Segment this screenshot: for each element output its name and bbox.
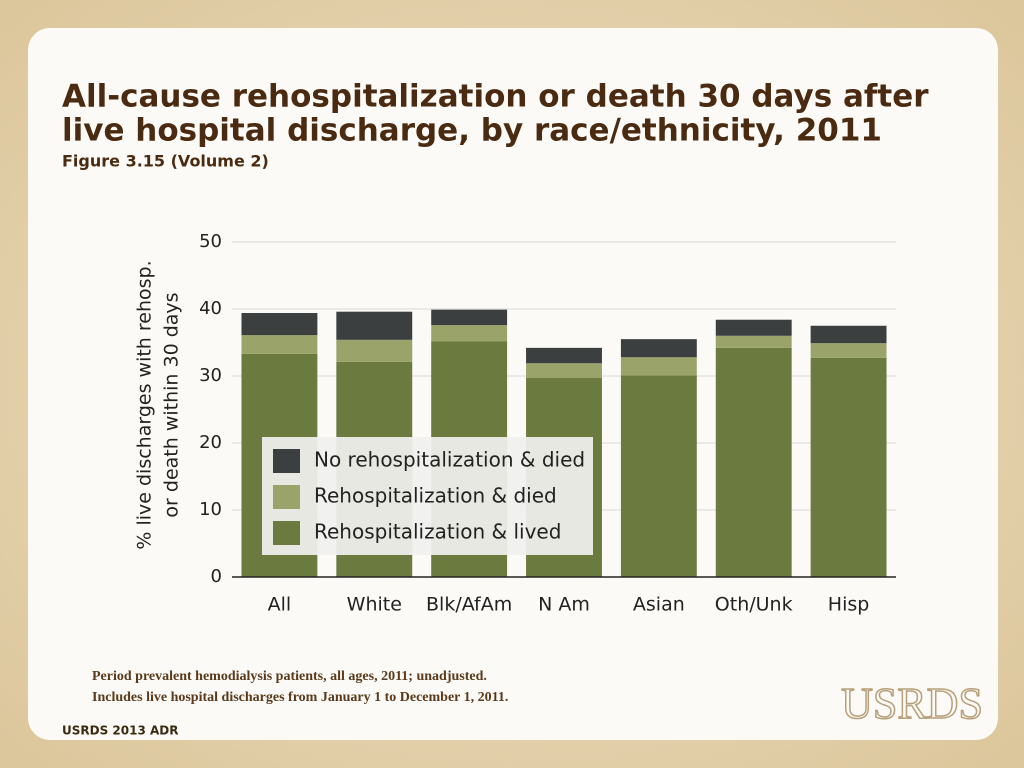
bar-segment — [431, 325, 508, 342]
x-tick-label: N Am — [538, 594, 590, 616]
bar-segment — [620, 375, 697, 577]
bar-segment — [431, 309, 508, 326]
y-tick-label: 50 — [199, 231, 222, 252]
y-axis-label: % live discharges with rehosp. — [134, 260, 156, 549]
y-tick-label: 40 — [199, 298, 222, 319]
subtitle: Figure 3.15 (Volume 2) — [62, 152, 269, 171]
legend-label: Rehospitalization & lived — [314, 520, 561, 544]
y-tick-label: 20 — [199, 432, 222, 453]
y-tick-label: 10 — [199, 499, 222, 520]
bar-segment — [810, 357, 887, 577]
bar-segment — [241, 335, 318, 354]
bar-segment — [336, 311, 413, 340]
bar-segment — [526, 363, 602, 379]
x-tick-label: All — [268, 594, 292, 616]
x-tick-label: White — [347, 594, 402, 616]
y-tick-label: 0 — [211, 566, 222, 587]
bar-segment — [715, 347, 792, 577]
title-line: live hospital discharge, by race/ethnici… — [62, 113, 882, 149]
x-tick-label: Oth/Unk — [715, 594, 793, 616]
legend-label: Rehospitalization & died — [314, 484, 557, 508]
note: Includes live hospital discharges from J… — [92, 690, 508, 705]
note: Period prevalent hemodialysis patients, … — [92, 669, 487, 684]
bar-segment — [715, 335, 792, 348]
x-tick-label: Blk/AfAm — [426, 594, 512, 616]
footer: USRDS 2013 ADR — [62, 724, 178, 738]
logo: USRDS — [841, 679, 983, 728]
bar-segment — [241, 313, 318, 336]
y-tick-label: 30 — [199, 365, 222, 386]
title-line: All-cause rehospitalization or death 30 … — [62, 79, 929, 115]
bar-segment — [620, 357, 697, 376]
x-tick-label: Hisp — [828, 594, 870, 616]
bar-segment — [620, 339, 697, 358]
legend-box — [262, 437, 593, 555]
legend-label: No rehospitalization & died — [314, 448, 585, 472]
bar-segment — [810, 343, 887, 358]
bar-segment — [715, 319, 792, 336]
bar-segment — [336, 339, 413, 362]
y-axis-label: or death within 30 days — [161, 292, 183, 517]
legend-swatch — [273, 521, 300, 545]
x-tick-label: Asian — [633, 594, 685, 616]
bar-segment — [810, 325, 887, 344]
legend-swatch — [273, 449, 300, 473]
bar-segment — [526, 347, 602, 364]
legend-swatch — [273, 485, 300, 509]
